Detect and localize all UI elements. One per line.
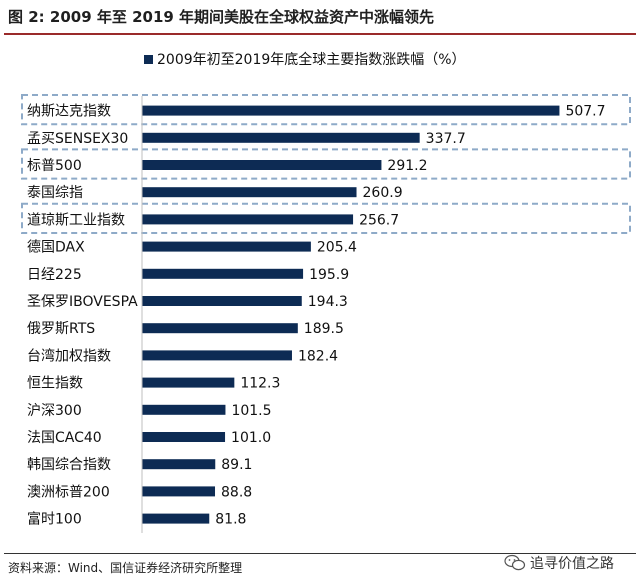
bar [142, 160, 382, 170]
bar [142, 132, 420, 143]
bar [142, 513, 210, 524]
category-label: 台湾加权指数 [27, 347, 111, 364]
bar [142, 432, 226, 442]
bar [142, 241, 311, 252]
value-label: 291.2 [387, 158, 427, 174]
bar [142, 187, 357, 198]
highlight-box [21, 94, 631, 126]
bar [142, 323, 298, 334]
legend-label: 2009年初至2019年底全球主要指数涨跌幅（%） [157, 51, 466, 68]
bar [142, 404, 226, 415]
category-label: 标普500 [27, 158, 82, 174]
bar [142, 105, 560, 116]
category-label: 富时100 [27, 511, 82, 528]
value-label: 256.7 [359, 212, 399, 228]
category-label: 澳洲标普200 [27, 484, 110, 500]
highlight-layer [21, 94, 631, 235]
value-label: 195.9 [309, 267, 349, 283]
value-label: 81.8 [215, 512, 246, 528]
category-label: 圣保罗IBOVESPA [27, 294, 138, 310]
value-label: 189.5 [304, 321, 344, 337]
bar [142, 268, 304, 279]
bars-layer: 纳斯达克指数 507.7 孟买SENSEX30 337.7 标普500 291.2 泰国综指… [27, 104, 606, 528]
category-label: 俄罗斯RTS [27, 321, 95, 337]
bar [142, 296, 302, 306]
value-label: 89.1 [221, 457, 252, 473]
highlight-box [21, 202, 631, 235]
value-label: 205.4 [317, 240, 357, 256]
value-label: 182.4 [298, 348, 338, 364]
watermark-text: 追寻价值之路 [530, 556, 614, 572]
figure-title: 图 2: 2009 年至 2019 年期间美股在全球权益资产中涨幅领先 [8, 8, 435, 26]
bar [142, 486, 216, 497]
bar-chart: 2009年初至2019年底全球主要指数涨跌幅（%） 纳斯达克指数 507.7 孟买S… [21, 51, 631, 533]
value-label: 101.5 [231, 403, 271, 419]
category-label: 法国CAC40 [27, 430, 102, 446]
bar [142, 459, 216, 470]
value-label: 337.7 [426, 131, 466, 147]
category-label: 沪深300 [27, 403, 82, 419]
category-label: 日经225 [27, 267, 82, 283]
watermark: 追寻价值之路 [504, 553, 614, 573]
value-label: 194.3 [308, 294, 348, 310]
value-label: 101.0 [231, 430, 271, 446]
value-label: 507.7 [565, 104, 605, 120]
category-label: 纳斯达克指数 [27, 104, 111, 120]
source-note: 资料来源：Wind、国信证券经济研究所整理 [8, 561, 243, 575]
bar [142, 214, 354, 225]
legend-swatch [144, 55, 153, 64]
category-label: 德国DAX [27, 240, 85, 256]
value-label: 260.9 [363, 185, 403, 201]
title-rule [4, 33, 636, 35]
category-label: 道琼斯工业指数 [27, 212, 125, 228]
category-label: 韩国综合指数 [27, 457, 111, 473]
value-label: 112.3 [240, 376, 280, 392]
category-label: 恒生指数 [27, 376, 83, 392]
highlight-box [21, 148, 631, 180]
bar [142, 377, 235, 388]
bottom-rule [4, 553, 636, 554]
bar [142, 350, 292, 361]
category-label: 泰国综指 [27, 185, 83, 201]
value-label: 88.8 [221, 484, 252, 500]
category-label: 孟买SENSEX30 [27, 131, 128, 147]
wechat-icon [504, 554, 526, 571]
